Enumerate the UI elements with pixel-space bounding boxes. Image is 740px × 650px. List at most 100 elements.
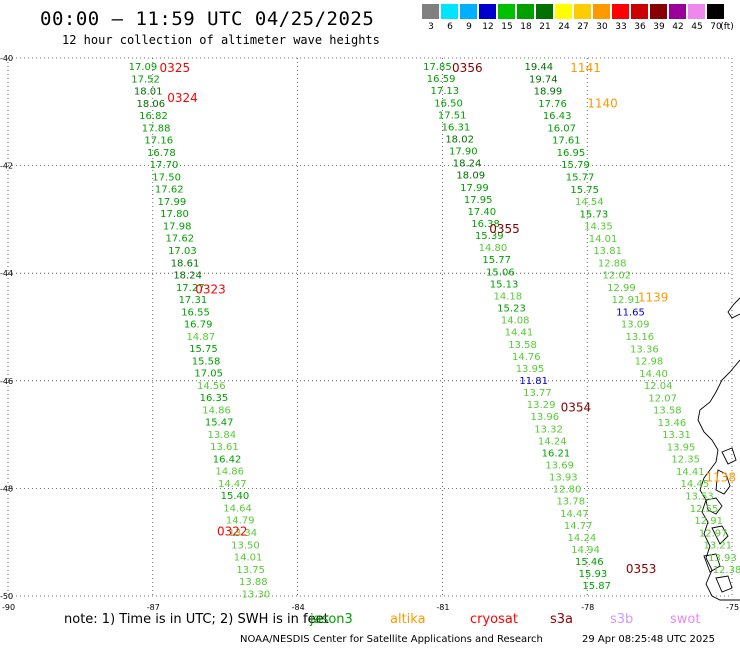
wave-height-value: 13.95 (516, 364, 545, 375)
legend-swatch (707, 4, 724, 19)
wave-height-value: 16.59 (427, 74, 456, 85)
coastline-segment (703, 553, 721, 573)
wave-height-value: 13.30 (242, 589, 271, 600)
lon-tick-label: -87 (147, 603, 160, 612)
coastline-segment (705, 497, 723, 515)
wave-height-value: 16.50 (434, 98, 463, 109)
lat-tick-label: -46 (0, 377, 13, 386)
legend-label: 3 (428, 22, 434, 32)
wave-height-value: 15.23 (497, 304, 526, 315)
pass-time-label: 0322 (217, 524, 248, 538)
satellite-s3b: s3b (610, 612, 634, 627)
wave-height-value: 17.99 (158, 197, 187, 208)
wave-height-value: 17.52 (131, 74, 160, 85)
satellite-s3a: s3a (550, 612, 574, 627)
wave-height-value: 16.79 (184, 320, 213, 331)
wave-height-value: 12.80 (553, 485, 582, 496)
wave-height-value: 16.38 (471, 219, 500, 230)
wave-height-value: 13.32 (534, 424, 563, 435)
lat-tick-label: -42 (0, 162, 13, 171)
wave-height-value: 18.01 (134, 87, 163, 98)
coastline-segment (715, 469, 731, 495)
legend-label: 45 (691, 22, 703, 32)
wave-height-value: 13.75 (236, 565, 265, 576)
wave-height-value: 14.01 (234, 553, 263, 564)
credit-text: NOAA/NESDIS Center for Satellite Applica… (240, 634, 543, 645)
wave-height-value: 12.91 (612, 295, 641, 306)
wave-height-value: 16.43 (543, 111, 572, 122)
wave-height-value: 14.01 (589, 234, 618, 245)
wave-height-value: 17.51 (438, 110, 467, 121)
wave-height-value: 15.73 (580, 209, 609, 220)
wave-height-value: 12.98 (635, 357, 664, 368)
wave-height-value: 15.06 (486, 267, 515, 278)
wave-height-value: 13.36 (630, 344, 659, 355)
wave-height-value: 17.03 (168, 246, 197, 257)
pass-time-label: 1138 (705, 471, 736, 485)
wave-height-value: 17.50 (152, 172, 181, 183)
legend-label: 39 (653, 22, 665, 32)
wave-height-value: 15.87 (582, 581, 611, 592)
wave-height-value: 11.81 (519, 376, 548, 387)
wave-height-value: 14.79 (226, 516, 255, 527)
legend-swatch (555, 4, 572, 19)
wave-height-value: 17.95 (464, 195, 493, 206)
legend-label: 6 (447, 22, 453, 32)
wave-height-value: 18.06 (137, 99, 166, 110)
lon-tick-label: -84 (292, 603, 305, 612)
wave-height-value: 15.77 (482, 255, 511, 266)
satellite-swot: swot (670, 612, 701, 627)
legend-label: 9 (466, 22, 472, 32)
lon-tick-label: -75 (726, 603, 739, 612)
wave-height-value: 13.96 (531, 412, 560, 423)
pass-time-label: 0354 (561, 401, 592, 415)
wave-height-value: 13.88 (239, 577, 268, 588)
wave-height-value: 15.40 (221, 491, 250, 502)
wave-height-value: 13.69 (545, 461, 574, 472)
wave-height-value: 16.82 (139, 111, 168, 122)
wave-height-value: 12.55 (690, 504, 719, 515)
axis-ticks: -40 -42 -44 -46 -48 -50 -90 -87 -84 -81 -78 -75 (0, 54, 739, 612)
wave-height-value: 17.80 (160, 209, 189, 220)
wave-height-value: 14.41 (676, 467, 705, 478)
wave-height-value: 14.87 (186, 332, 215, 343)
coastline-segment (715, 575, 733, 593)
legend-label: 30 (596, 22, 608, 32)
lon-tick-label: -78 (581, 603, 594, 612)
wave-height-value: 13.93 (549, 473, 578, 484)
wave-height-value: 14.54 (575, 197, 604, 208)
pass-time-label: 1139 (638, 290, 669, 304)
wave-height-value: 17.05 (194, 369, 223, 380)
wave-height-value: 17.31 (179, 295, 208, 306)
wave-height-value: 15.46 (575, 557, 604, 568)
wave-height-value: 13.58 (653, 406, 682, 417)
wave-height-value: 14.24 (538, 436, 567, 447)
legend-swatch (460, 4, 477, 19)
wave-height-value: 14.76 (512, 352, 541, 363)
wave-height-value: 15.58 (192, 356, 221, 367)
legend-swatch (612, 4, 629, 19)
wave-height-value: 12.99 (607, 283, 636, 294)
wave-height-value: 14.86 (202, 405, 231, 416)
legend-unit: (ft) (720, 22, 734, 32)
wave-height-value: 14.24 (568, 533, 597, 544)
wave-height-value: 13.21 (704, 541, 733, 552)
wave-height-value: 15.93 (579, 569, 608, 580)
wave-height-value: 12.04 (644, 381, 673, 392)
wave-height-value: 15.47 (205, 418, 234, 429)
legend-swatch (631, 4, 648, 19)
wave-height-value: 14.47 (218, 479, 247, 490)
wave-height-value: 17.76 (538, 99, 567, 110)
wave-height-value: 13.09 (621, 320, 650, 331)
wave-height-value: 13.78 (556, 497, 585, 508)
wave-height-value: 12.35 (671, 455, 700, 466)
wave-height-value: 13.95 (667, 442, 696, 453)
pass-time-label: 0324 (167, 91, 198, 105)
satellite-jason3: jason3 (310, 612, 353, 627)
legend-swatch (498, 4, 515, 19)
wave-height-value: 16.31 (442, 122, 471, 133)
legend-label: 27 (577, 22, 589, 32)
